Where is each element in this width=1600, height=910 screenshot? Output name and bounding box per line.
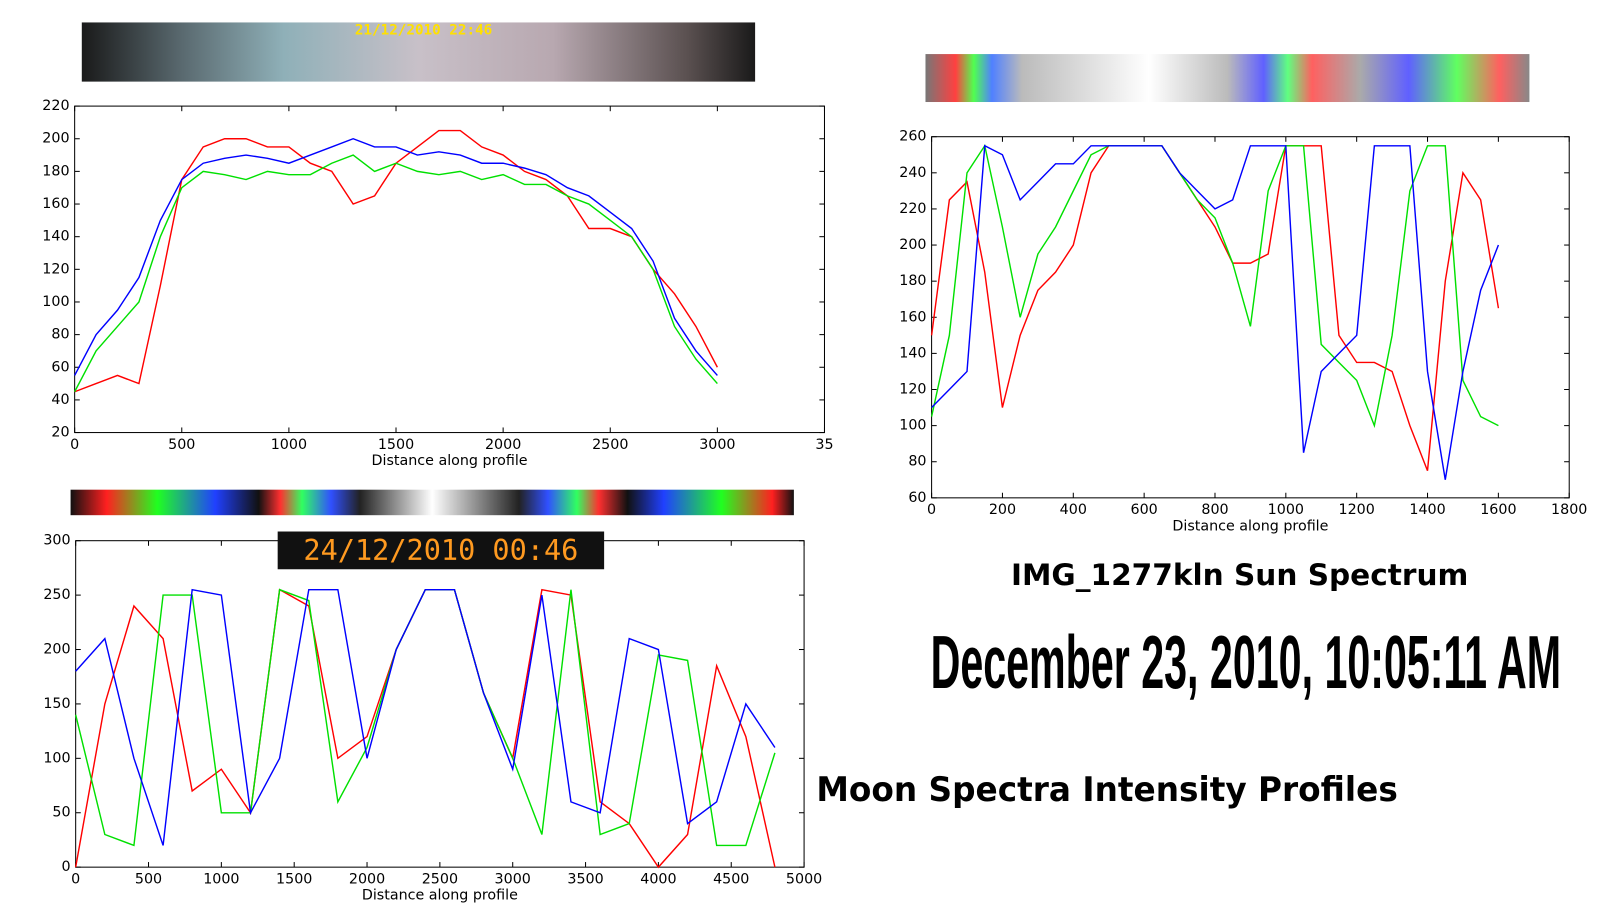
y-tick-label: 80	[908, 454, 926, 470]
timestamp-box	[277, 531, 605, 570]
x-tick-label: 1600	[1480, 502, 1516, 518]
y-tick-label: 300	[43, 533, 70, 549]
line-chart: 0 500 1000 1500 2000 2500 3000 3500 4000 4500 5000…	[43, 533, 822, 904]
x-axis-label: Distance along profile	[362, 888, 518, 904]
x-tick-label: 2000	[485, 437, 521, 453]
profile-line	[75, 588, 776, 846]
x-tick-label: 1800	[1551, 502, 1587, 518]
y-tick-label: 100	[43, 750, 70, 766]
profile-line	[74, 137, 718, 376]
x-axis-label: Distance along profile	[372, 453, 528, 469]
plot-area	[75, 540, 805, 868]
x-tick-label: 2500	[592, 437, 628, 453]
moon-spectrum-strip	[70, 489, 794, 516]
y-tick-label: 140	[899, 345, 926, 361]
profile-line	[930, 145, 1500, 471]
y-tick-label: 40	[51, 392, 69, 408]
y-tick-label: 100	[42, 294, 69, 310]
y-tick-label: 180	[899, 273, 926, 289]
x-tick-label: 1000	[271, 437, 307, 453]
y-tick-label: 60	[908, 490, 926, 506]
x-tick-label: 600	[1131, 502, 1158, 518]
x-tick-label: 2000	[349, 871, 385, 887]
x-tick-label: 500	[135, 871, 162, 887]
y-tick-label: 200	[43, 642, 70, 658]
profile-line	[74, 154, 718, 393]
plot-area	[74, 105, 825, 434]
profile-line	[931, 144, 1500, 480]
moon-image-strip	[81, 22, 756, 82]
x-tick-label: 0	[70, 437, 79, 453]
x-axis-label: Distance along profile	[1172, 518, 1328, 534]
x-tick-label: 1000	[203, 871, 239, 887]
x-tick-label: 2500	[422, 871, 458, 887]
y-tick-label: 0	[61, 859, 70, 875]
sun-image-strip	[925, 54, 1530, 103]
y-tick-label: 50	[52, 805, 70, 821]
x-tick-label: 3000	[699, 437, 735, 453]
x-tick-label: 1500	[276, 871, 312, 887]
sun-timestamp: December 23, 2010, 10:05:11 AM	[931, 620, 1561, 704]
y-tick-label: 260	[899, 129, 926, 145]
chart-timestamp: 24/12/2010 00:46	[303, 533, 578, 567]
y-tick-label: 160	[899, 309, 926, 325]
x-tick-label: 800	[1201, 502, 1228, 518]
y-tick-label: 120	[899, 382, 926, 398]
y-tick-label: 140	[42, 229, 69, 245]
y-tick-label: 220	[899, 201, 926, 217]
y-tick-label: 200	[42, 131, 69, 147]
y-tick-label: 20	[51, 425, 69, 441]
y-tick-label: 150	[43, 696, 70, 712]
strip-timestamp: 21/12/2010 22:46	[355, 23, 492, 39]
charts: 0 500 1000 1500 2000 2500 3000 3520406080100120…	[42, 98, 1587, 904]
y-tick-label: 240	[899, 165, 926, 181]
y-tick-label: 60	[51, 359, 69, 375]
y-tick-label: 200	[899, 237, 926, 253]
line-chart: 0 200 400 600 800 1000 1200 1400 1600 1800 60 80 100…	[899, 129, 1587, 535]
y-tick-label: 80	[51, 327, 69, 343]
x-tick-label: 1500	[378, 437, 414, 453]
x-tick-label: 4500	[713, 871, 749, 887]
sun-title: IMG_1277kln Sun Spectrum	[1011, 558, 1468, 592]
x-tick-label: 4000	[640, 871, 676, 887]
x-tick-label: 400	[1060, 502, 1087, 518]
x-tick-label: 35	[815, 437, 833, 453]
plot-area	[931, 136, 1570, 499]
x-tick-label: 0	[71, 871, 80, 887]
y-tick-label: 160	[42, 196, 69, 212]
y-tick-label: 100	[899, 418, 926, 434]
x-tick-label: 3500	[567, 871, 603, 887]
y-tick-label: 120	[42, 261, 69, 277]
x-tick-label: 200	[989, 502, 1016, 518]
y-tick-label: 250	[43, 587, 70, 603]
x-tick-label: 3000	[495, 871, 531, 887]
y-tick-label: 180	[42, 163, 69, 179]
x-tick-label: 5000	[786, 871, 822, 887]
x-tick-label: 1000	[1268, 502, 1304, 518]
x-tick-label: 1400	[1409, 502, 1445, 518]
x-tick-label: 1200	[1339, 502, 1375, 518]
y-tick-label: 220	[42, 98, 69, 114]
line-chart: 0 500 1000 1500 2000 2500 3000 35 20 40 60 80 100 120…	[42, 98, 833, 469]
moon-title: Moon Spectra Intensity Profiles	[816, 770, 1398, 809]
x-tick-label: 0	[927, 502, 936, 518]
x-tick-label: 500	[168, 437, 195, 453]
profile-line	[930, 143, 1499, 429]
